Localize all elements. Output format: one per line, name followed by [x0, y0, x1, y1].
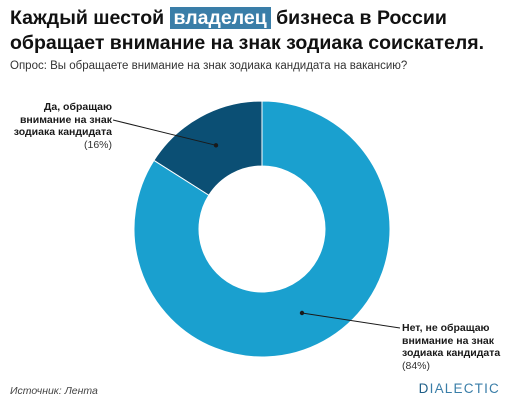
leader-line-yes-dot: [213, 143, 219, 148]
leader-lines: [112, 119, 401, 329]
slice-label-yes: Да, обращаю внимание на знак зодиака кан…: [2, 101, 112, 151]
logo-first-letter: D: [418, 381, 430, 396]
slice-label-yes-line3: зодиака кандидата: [13, 126, 112, 138]
slice-label-no-line3: зодиака кандидата: [402, 347, 501, 359]
donut-slices: [133, 100, 391, 358]
slice-value-no: (84%): [402, 359, 431, 372]
title-highlight: владелец: [169, 7, 271, 29]
logo-rest: IALECTIC: [429, 381, 500, 396]
leader-line-no-dot: [299, 310, 305, 316]
slice-label-yes-line2: внимание на знак: [19, 113, 112, 126]
slice-label-no-line2: внимание на знак: [402, 334, 495, 347]
slice-label-no-line1: Нет, не обращаю: [402, 322, 490, 334]
chart-subtitle: Опрос: Вы обращаете внимание на знак зод…: [10, 60, 408, 72]
page-title: Каждый шестой владелец бизнеса в России …: [10, 6, 502, 56]
donut-slice-no: [133, 100, 391, 358]
leader-line-no: [301, 312, 401, 329]
slice-value-yes: (16%): [83, 138, 112, 151]
slice-label-yes-line1: Да, обращаю: [43, 101, 112, 113]
leader-line-yes: [112, 119, 217, 146]
slice-label-no: Нет, не обращаю внимание на знак зодиака…: [402, 322, 508, 372]
source-note: Источник: Лента: [10, 385, 98, 397]
dialectic-logo: DIALECTIC: [419, 381, 500, 396]
title-part1: Каждый шестой: [10, 7, 170, 29]
title-part2: бизнеса в России обращает внимание на зн…: [10, 7, 484, 54]
